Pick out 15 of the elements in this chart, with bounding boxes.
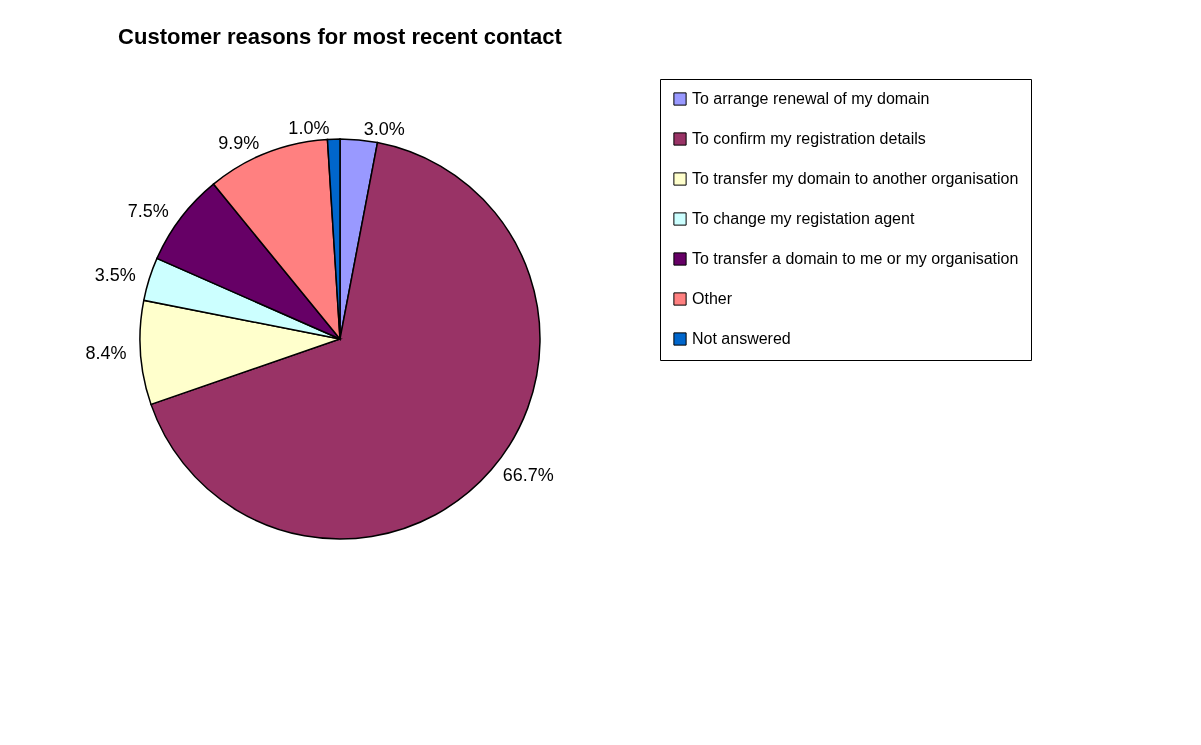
legend-label: To transfer a domain to me or my organisation xyxy=(692,250,1019,267)
data-label: 3.0% xyxy=(363,118,405,139)
data-label: 3.5% xyxy=(94,264,136,285)
chart-title: Customer reasons for most recent contact xyxy=(118,23,563,49)
data-label: 9.9% xyxy=(218,132,260,153)
data-label: 7.5% xyxy=(127,200,169,221)
legend-label: To change my registation agent xyxy=(692,210,915,227)
data-label: 66.7% xyxy=(502,465,554,486)
data-label: 8.4% xyxy=(85,342,127,363)
legend-label: Other xyxy=(692,290,733,307)
legend-label: Not answered xyxy=(692,330,791,347)
legend-label: To confirm my registration details xyxy=(692,130,926,147)
legend-label: To arrange renewal of my domain xyxy=(692,90,930,107)
data-label: 1.0% xyxy=(288,118,330,139)
legend-label: To transfer my domain to another organisation xyxy=(692,170,1019,187)
